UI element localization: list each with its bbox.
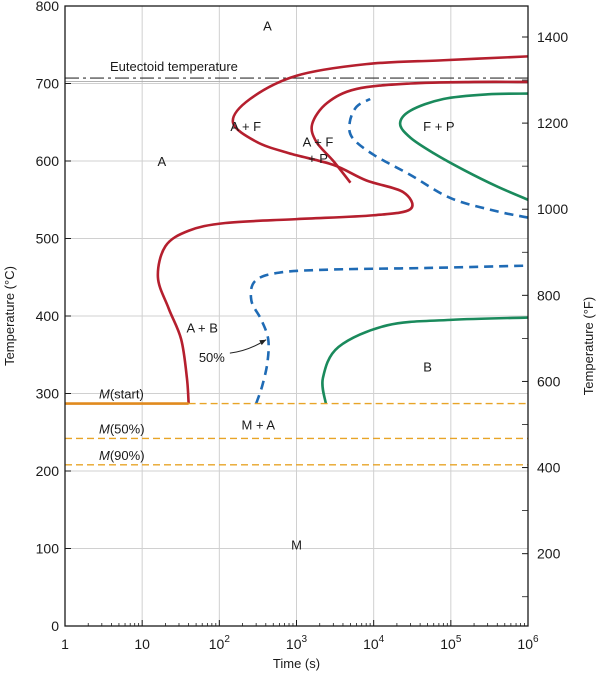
m-50-label-rest: (50%) — [110, 421, 145, 436]
x-tick-label: 106 — [517, 634, 539, 652]
m-50-label-m: M — [99, 421, 110, 436]
x-axis-title: Time (s) — [273, 656, 320, 671]
x-tick-exponent: 4 — [379, 634, 385, 645]
y-tick-label: 200 — [36, 463, 60, 479]
x-tick-label: 103 — [286, 634, 308, 652]
x-tick-exponent: 5 — [456, 634, 462, 645]
x-tick-base: 10 — [209, 636, 225, 652]
y-tick-label: 600 — [36, 153, 60, 169]
x-tick-label: 102 — [209, 634, 231, 652]
y-tick-label: 800 — [36, 0, 60, 14]
x-tick-label: 104 — [363, 634, 385, 652]
y2-tick-label: 1200 — [537, 115, 568, 131]
region-m: M — [291, 538, 302, 553]
x-tick-base: 10 — [286, 636, 302, 652]
x-tick-exponent: 2 — [224, 634, 230, 645]
pearlite-finish-curve — [398, 92, 529, 201]
x-tick-base: 1 — [61, 636, 69, 652]
region-a-f-p-line1: A + F — [303, 135, 334, 150]
x-tick-label: 105 — [440, 634, 462, 652]
y-tick-label: 400 — [36, 308, 60, 324]
ferrite-finish-curve — [310, 80, 529, 184]
region-a-f: A + F — [230, 119, 261, 134]
y2-tick-label: 200 — [537, 546, 561, 562]
transformation-curves — [65, 55, 529, 404]
region-f-p: F + P — [423, 119, 454, 134]
region-b: B — [423, 359, 432, 374]
region-a-f-p-line2: + P — [308, 151, 328, 166]
x-tick-base: 10 — [440, 636, 456, 652]
region-a-top: A — [263, 18, 272, 33]
y2-tick-label: 400 — [537, 460, 561, 476]
x-tick-label: 1 — [61, 636, 69, 652]
bainite-finish-curve — [321, 316, 529, 404]
y-tick-label: 0 — [51, 618, 59, 634]
y-axis-title: Temperature (°C) — [2, 266, 17, 366]
y2-axis-title: Temperature (°F) — [581, 297, 596, 395]
x-tick-base: 10 — [517, 636, 533, 652]
x-tick-exponent: 3 — [302, 634, 308, 645]
m-start-label: M(start) — [99, 387, 144, 402]
m-50-label: M(50%) — [99, 421, 145, 436]
callout-arrowhead — [259, 339, 267, 346]
region-m-a: M + A — [242, 418, 276, 433]
pearlite-start-curve — [347, 97, 529, 219]
m-start-label-m: M — [99, 387, 110, 402]
y-tick-label: 500 — [36, 231, 60, 247]
labels: Eutectoid temperatureM(start)M(50%)M(90%… — [99, 18, 455, 552]
m-90-label-rest: (90%) — [110, 448, 145, 463]
x-tick-base: 10 — [363, 636, 379, 652]
x-tick-exponent: 6 — [533, 634, 539, 645]
y-tick-label: 100 — [36, 541, 60, 557]
y2-tick-label: 1000 — [537, 201, 568, 217]
grid — [64, 5, 529, 627]
m-start-label-rest: (start) — [110, 387, 144, 402]
y2-tick-label: 1400 — [537, 29, 568, 45]
x-tick-base: 10 — [134, 636, 150, 652]
x-tick-label: 10 — [134, 636, 150, 652]
y-tick-label: 300 — [36, 386, 60, 402]
m-90-label: M(90%) — [99, 448, 145, 463]
region-a-b: A + B — [186, 321, 217, 336]
martensite-lines — [65, 402, 528, 466]
bainite-start-curve — [249, 264, 529, 404]
eutectoid-label: Eutectoid temperature — [110, 59, 238, 74]
ferrite-start-curve — [156, 55, 529, 404]
m-90-label-m: M — [99, 448, 110, 463]
region-a-left: A — [158, 154, 167, 169]
y-tick-label: 700 — [36, 76, 60, 92]
y2-tick-label: 600 — [537, 373, 561, 389]
callout-50-label: 50% — [199, 350, 225, 365]
y2-tick-label: 800 — [537, 287, 561, 303]
